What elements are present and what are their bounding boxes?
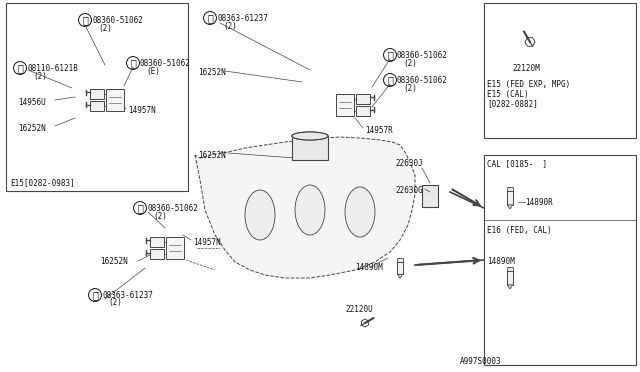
Ellipse shape xyxy=(245,190,275,240)
Text: (2): (2) xyxy=(223,22,237,31)
Text: (E): (E) xyxy=(146,67,160,76)
Text: Ⓢ: Ⓢ xyxy=(137,203,143,213)
Text: E15[0282-0983]: E15[0282-0983] xyxy=(10,179,75,187)
Text: 08363-61237: 08363-61237 xyxy=(102,291,153,299)
Ellipse shape xyxy=(345,187,375,237)
Bar xyxy=(356,94,370,104)
Bar xyxy=(484,3,636,138)
Text: 08360-51062: 08360-51062 xyxy=(92,16,143,25)
Polygon shape xyxy=(195,137,415,278)
Text: (2): (2) xyxy=(403,58,417,67)
Polygon shape xyxy=(508,285,513,289)
Text: 08363-61237: 08363-61237 xyxy=(217,13,268,22)
Bar xyxy=(166,237,184,259)
Text: 16252N: 16252N xyxy=(18,124,45,132)
Text: E15 (FED EXP, MPG): E15 (FED EXP, MPG) xyxy=(487,80,570,89)
Text: CAL [0185-  ]: CAL [0185- ] xyxy=(487,160,547,169)
Ellipse shape xyxy=(295,185,325,235)
Text: Ⓢ: Ⓢ xyxy=(130,58,136,68)
Text: [0282-0882]: [0282-0882] xyxy=(487,99,538,109)
Ellipse shape xyxy=(292,132,328,140)
Text: 08360-51062: 08360-51062 xyxy=(397,51,448,60)
Text: 14956U: 14956U xyxy=(18,97,45,106)
Bar xyxy=(507,267,513,271)
Text: Ⓑ: Ⓑ xyxy=(17,63,23,73)
Text: Ⓢ: Ⓢ xyxy=(387,75,393,85)
Text: 14957R: 14957R xyxy=(365,125,393,135)
Bar xyxy=(6,3,188,191)
Text: Ⓢ: Ⓢ xyxy=(92,290,98,300)
Text: 08360-51062: 08360-51062 xyxy=(140,58,191,67)
Bar xyxy=(90,89,104,99)
Text: 08360-51062: 08360-51062 xyxy=(147,203,198,212)
Text: 16252N: 16252N xyxy=(100,257,128,266)
Text: 14957N: 14957N xyxy=(193,237,221,247)
Text: 14890R: 14890R xyxy=(525,198,553,206)
Polygon shape xyxy=(508,205,513,209)
Bar xyxy=(397,257,403,262)
Bar xyxy=(507,187,513,191)
Bar xyxy=(356,106,370,116)
Text: A997S0003: A997S0003 xyxy=(460,357,502,366)
Text: 22120M: 22120M xyxy=(512,64,540,73)
Text: 22120U: 22120U xyxy=(345,305,372,314)
Text: (2): (2) xyxy=(33,71,47,80)
Text: 16252N: 16252N xyxy=(198,151,226,160)
Text: Ⓢ: Ⓢ xyxy=(387,50,393,60)
Bar xyxy=(150,249,164,259)
Text: 14890M: 14890M xyxy=(355,263,383,273)
Text: (2): (2) xyxy=(98,23,112,32)
Text: 16252N: 16252N xyxy=(198,67,226,77)
Bar xyxy=(336,94,354,116)
Text: (2): (2) xyxy=(108,298,122,308)
Bar xyxy=(90,101,104,111)
Bar xyxy=(106,89,124,111)
Text: Ⓢ: Ⓢ xyxy=(207,13,213,23)
Bar xyxy=(422,185,438,207)
Text: 14957N: 14957N xyxy=(128,106,156,115)
Polygon shape xyxy=(397,275,403,278)
Bar xyxy=(397,262,403,275)
Text: (2): (2) xyxy=(153,212,167,221)
Text: Ⓢ: Ⓢ xyxy=(82,15,88,25)
Text: 14890M: 14890M xyxy=(487,257,515,266)
Bar xyxy=(484,155,636,365)
Text: 08110-6121B: 08110-6121B xyxy=(27,64,78,73)
Text: E16 (FED, CAL): E16 (FED, CAL) xyxy=(487,225,552,234)
Bar xyxy=(507,191,513,205)
Ellipse shape xyxy=(292,132,328,140)
Text: 22630J: 22630J xyxy=(395,158,423,167)
Bar xyxy=(292,136,328,160)
Text: 08360-51062: 08360-51062 xyxy=(397,76,448,84)
Text: E15 (CAL): E15 (CAL) xyxy=(487,90,529,99)
Text: (2): (2) xyxy=(403,83,417,93)
Bar xyxy=(507,271,513,285)
Text: 22630G: 22630G xyxy=(395,186,423,195)
Bar xyxy=(150,237,164,247)
